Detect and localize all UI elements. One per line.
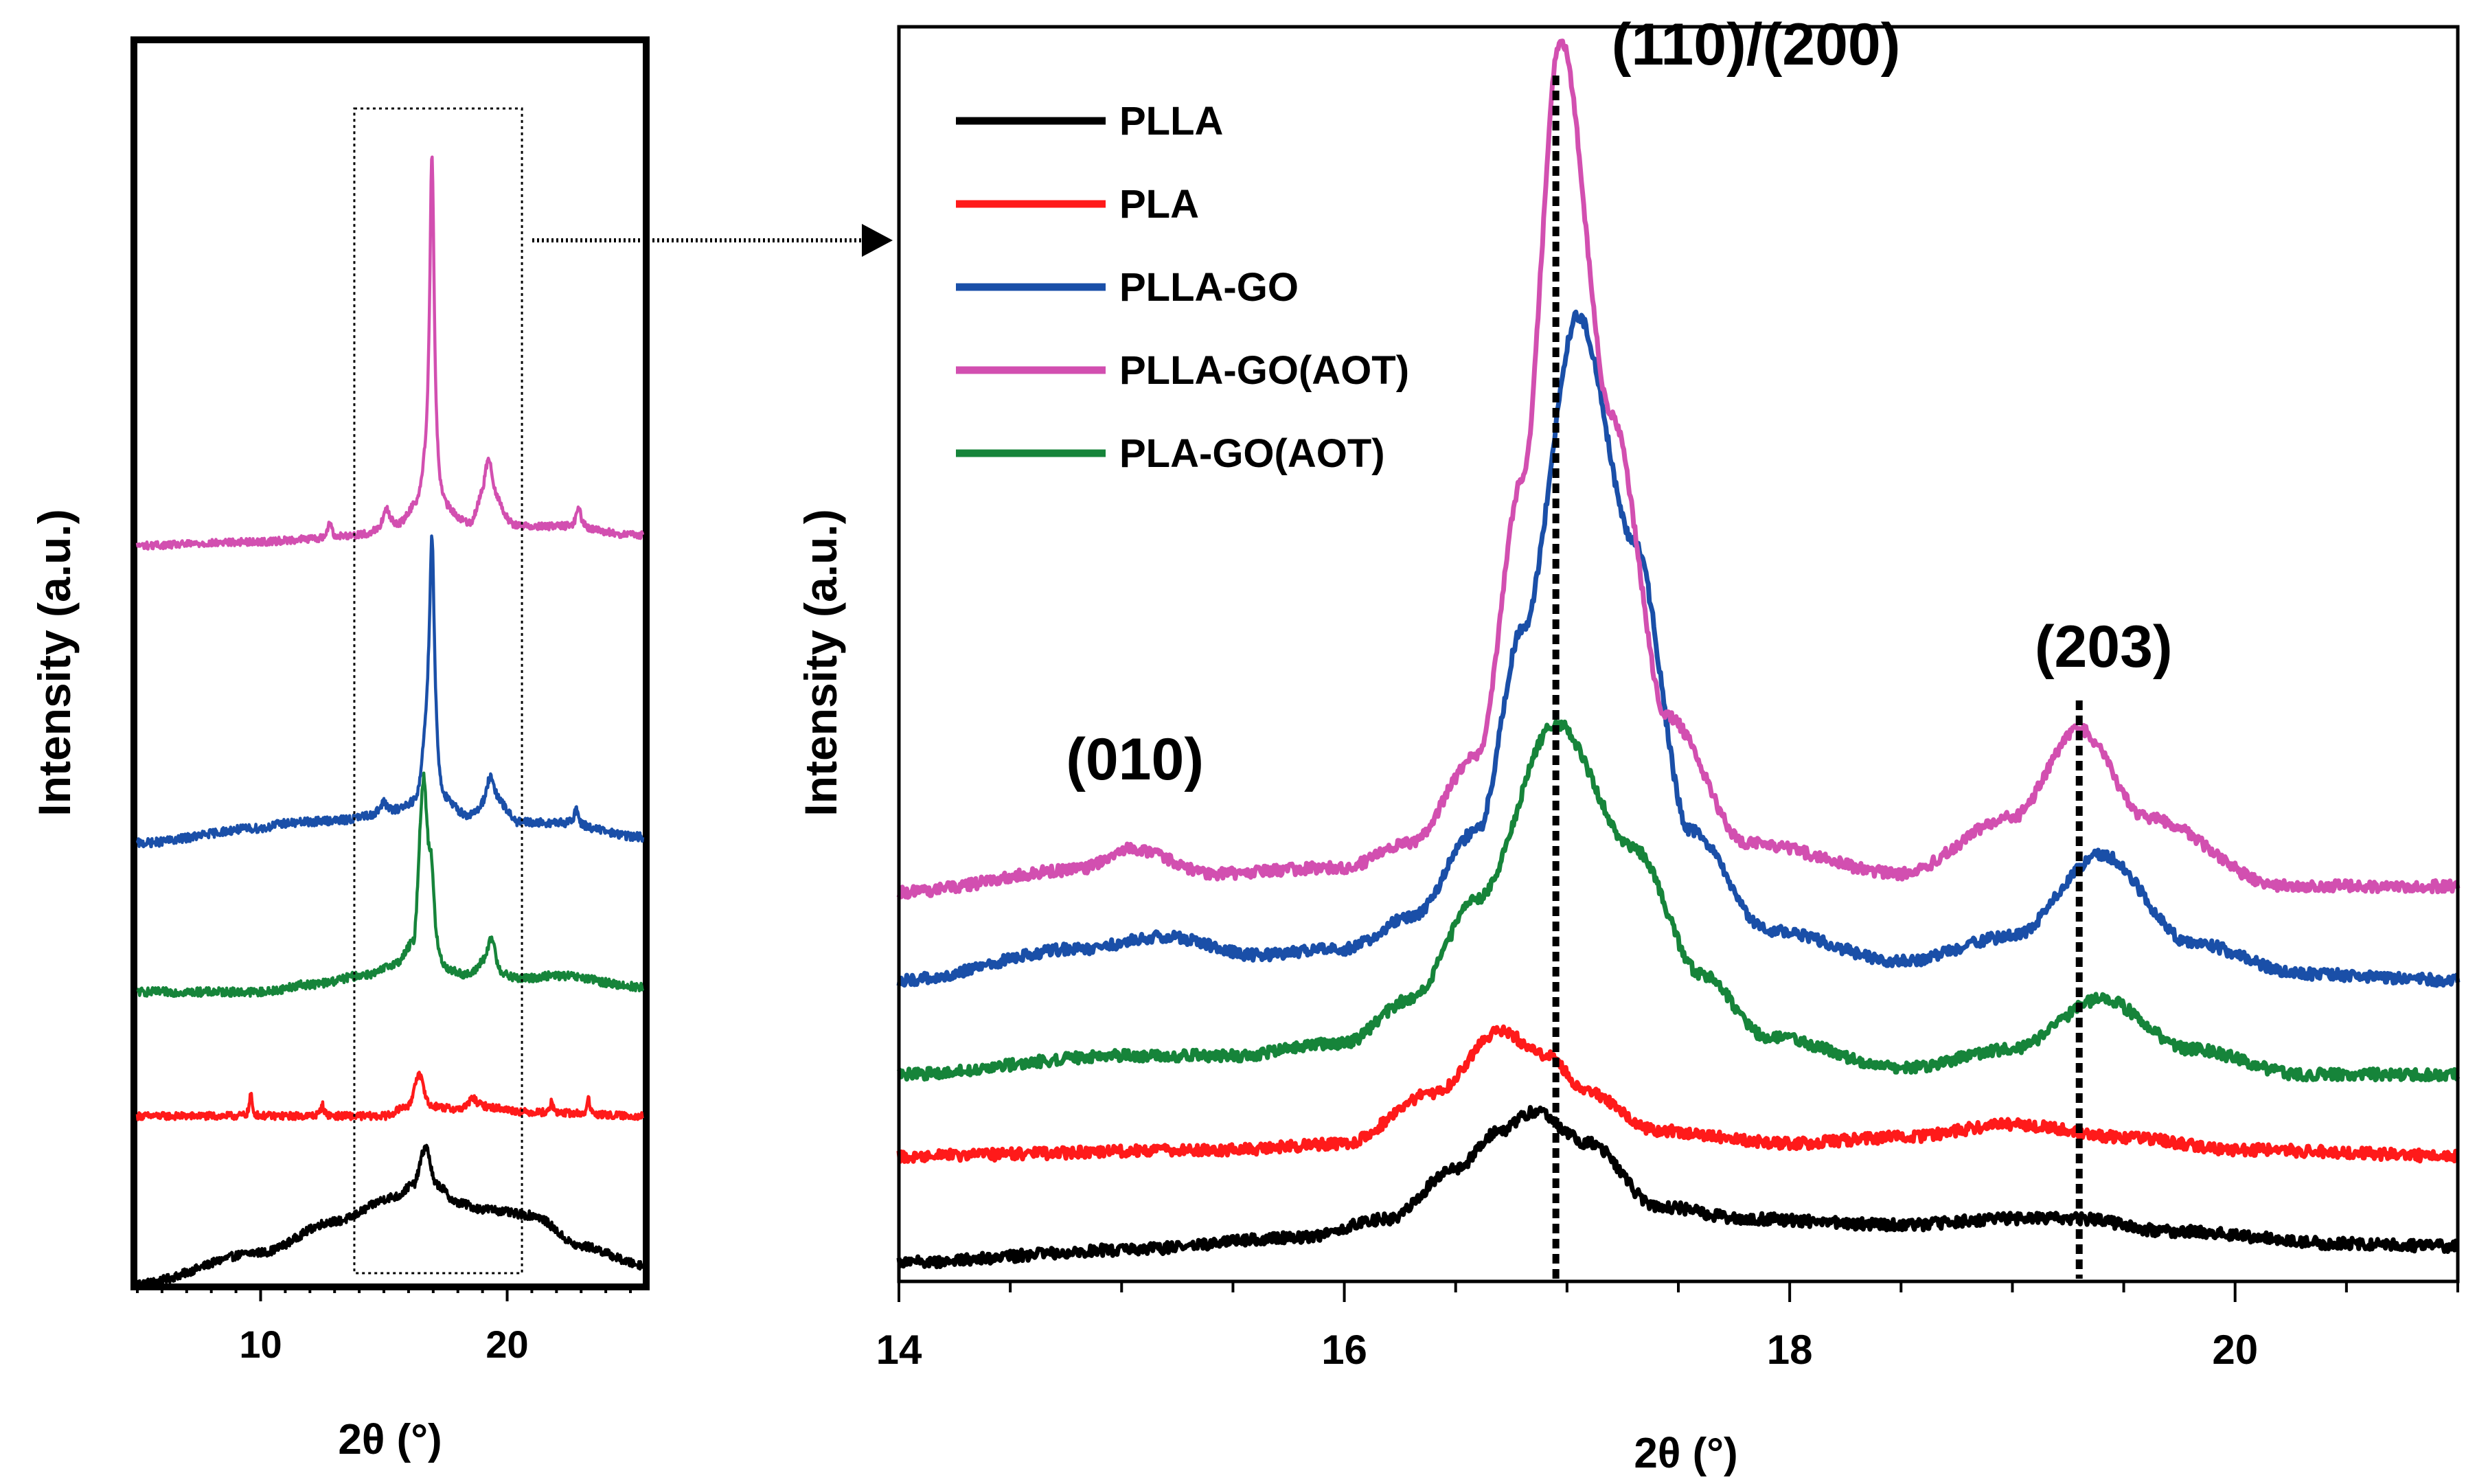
series-line-plla <box>135 1143 645 1289</box>
legend-label-pla-go-aot: PLA-GO(AOT) <box>1119 431 1385 476</box>
zoom-plot-area <box>896 38 2461 1270</box>
x-tick-label: 20 <box>486 1323 528 1366</box>
zoom-window-box <box>353 107 523 1275</box>
peak-label-010: (010) <box>1066 727 1204 792</box>
overview-x-axis-label: 2θ (°) <box>338 1416 442 1463</box>
legend-label-pla: PLA <box>1119 182 1199 227</box>
series-line-plla <box>896 1105 2459 1270</box>
x-tick-label: 18 <box>1767 1327 1813 1373</box>
zoom-y-axis-label: Intensity (a.u.) <box>795 509 846 816</box>
zoom-panel: 14 16 18 20 (010)(110)/(200)(203) PLLAPLAPL… <box>795 12 2461 1477</box>
overview-frame <box>130 36 650 1290</box>
series-line-pla <box>135 1071 644 1121</box>
zoom-x-ticks: 14 16 18 20 <box>876 1281 2459 1373</box>
series-line-pla <box>896 1024 2460 1164</box>
overview-plot-area <box>135 155 645 1289</box>
zoom-arrow-head <box>862 224 893 257</box>
peak-annotations: (010) (110)/(200) (203) <box>1066 12 2172 792</box>
series-line-plla-go <box>896 309 2461 988</box>
reference-lines <box>1552 76 2083 1279</box>
series-line-pla-go-aot <box>136 771 645 998</box>
legend-label-plla-go: PLLA-GO <box>1119 265 1299 310</box>
zoom-x-axis-label: 2θ (°) <box>1634 1430 1737 1477</box>
peak-label-203: (203) <box>2035 614 2173 680</box>
legend-label-plla-go-aot: PLLA-GO(AOT) <box>1119 348 1409 393</box>
x-tick-label: 10 <box>239 1323 282 1366</box>
series-line-pla-go-aot <box>896 719 2461 1083</box>
legend: PLLA PLA PLLA-GO PLLA-GO(AOT) PLA-GO(AOT) <box>956 99 1409 476</box>
overview-y-axis-label: Intensity (a.u.) <box>29 509 80 816</box>
overview-x-ticks: 10 20 <box>136 1283 632 1366</box>
series-line-plla-go-aot <box>896 38 2461 900</box>
x-tick-label: 20 <box>2212 1327 2258 1373</box>
x-tick-label: 14 <box>876 1327 922 1373</box>
legend-label-plla: PLLA <box>1119 99 1223 144</box>
peak-label-110-200: (110)/(200) <box>1612 12 1901 78</box>
zoom-connector <box>532 224 893 257</box>
overview-panel: 10 20 Intensity (a.u.) 2θ (°) <box>29 36 650 1463</box>
series-line-plla-go-aot <box>135 155 645 551</box>
series-line-plla-go <box>135 534 645 849</box>
x-tick-label: 16 <box>1321 1327 1367 1373</box>
